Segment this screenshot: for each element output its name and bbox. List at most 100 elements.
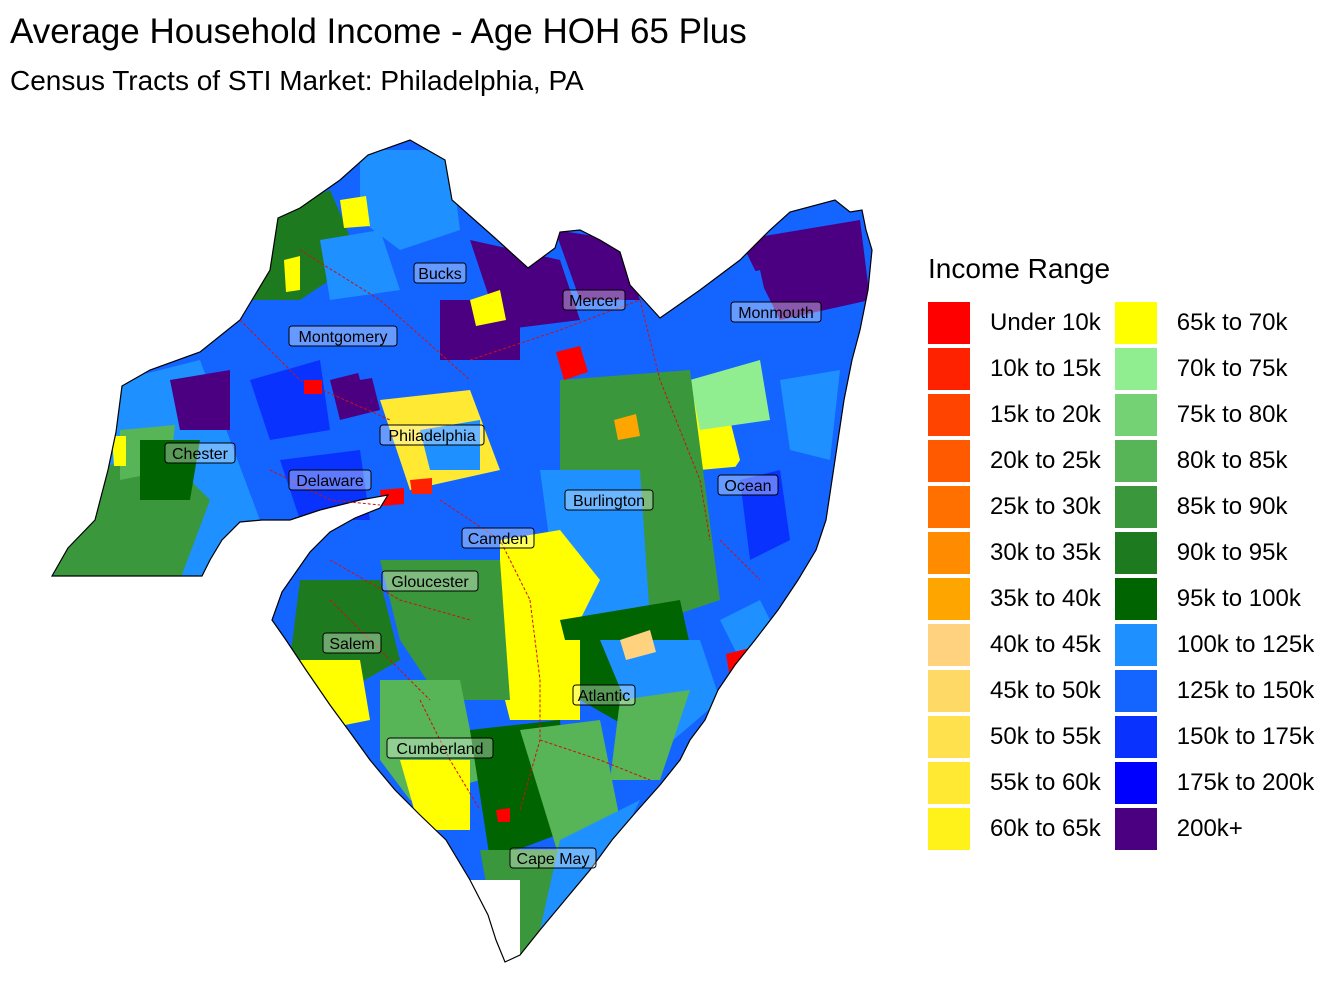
legend-swatch — [928, 532, 970, 574]
legend-item: Under 10k — [928, 300, 1101, 346]
legend-swatch — [1114, 486, 1157, 528]
svg-text:Cape May: Cape May — [517, 851, 590, 868]
legend-swatch — [1114, 670, 1157, 712]
svg-text:Mercer: Mercer — [569, 293, 619, 310]
legend-item: 40k to 45k — [928, 622, 1101, 668]
map-subtitle: Census Tracts of STI Market: Philadelphi… — [10, 65, 584, 96]
legend-item: 100k to 125k — [1114, 622, 1315, 668]
legend-swatch — [928, 716, 970, 758]
legend-label: 75k to 80k — [1176, 401, 1288, 428]
legend-swatch — [928, 808, 970, 850]
legend-item: 95k to 100k — [1114, 576, 1314, 622]
legend-label: 15k to 20k — [990, 401, 1101, 428]
svg-text:Philadelphia: Philadelphia — [388, 428, 475, 445]
legend-item: 175k to 200k — [1114, 760, 1314, 806]
legend-label: 85k to 90k — [1176, 493, 1288, 520]
legend-swatch — [1114, 762, 1157, 804]
legend-swatch — [1114, 302, 1157, 344]
legend-item: 65k to 70k — [1114, 300, 1314, 346]
legend-item: 15k to 20k — [928, 392, 1101, 438]
legend-swatch — [928, 394, 970, 436]
map-title: Average Household Income - Age HOH 65 Pl… — [10, 12, 747, 51]
svg-text:Salem: Salem — [329, 636, 374, 653]
county-label-mercer: Mercer — [562, 289, 626, 311]
legend-swatch — [928, 762, 970, 804]
county-label-bucks: Bucks — [413, 262, 467, 284]
county-label-salem: Salem — [322, 632, 382, 654]
region-outline — [50, 139, 873, 963]
legend-item: 200k+ — [1114, 806, 1314, 852]
legend-title: Income Range — [928, 253, 1111, 284]
legend-label: 200k+ — [1176, 815, 1243, 842]
svg-text:Delaware: Delaware — [296, 473, 364, 490]
county-label-cape-may: Cape May — [509, 847, 597, 869]
legend-item: 75k to 80k — [1114, 392, 1314, 438]
legend-label: 70k to 75k — [1176, 355, 1288, 382]
legend-label: 80k to 85k — [1176, 447, 1288, 474]
legend-swatch — [1114, 348, 1157, 390]
legend-label: 90k to 95k — [1176, 539, 1288, 566]
legend-swatch — [928, 348, 970, 390]
legend-swatch — [928, 624, 970, 666]
legend-swatch — [928, 578, 970, 620]
svg-text:Gloucester: Gloucester — [391, 574, 469, 591]
legend-label: 150k to 175k — [1176, 723, 1315, 750]
svg-text:Bucks: Bucks — [418, 266, 462, 283]
legend-swatch — [1114, 532, 1157, 574]
legend-label: Under 10k — [990, 309, 1101, 336]
legend-label: 10k to 15k — [990, 355, 1101, 382]
svg-text:Camden: Camden — [468, 531, 528, 548]
svg-text:Ocean: Ocean — [724, 478, 771, 495]
county-label-gloucester: Gloucester — [381, 570, 479, 592]
legend-label: 40k to 45k — [990, 631, 1101, 658]
legend-label: 65k to 70k — [1176, 309, 1288, 336]
legend-item: 35k to 40k — [928, 576, 1101, 622]
legend-swatch — [928, 440, 970, 482]
legend-item: 10k to 15k — [928, 346, 1101, 392]
legend-swatch — [928, 486, 970, 528]
legend-columns: Under 10k 10k to 15k 15k to 20k 20k to 25k 2… — [928, 300, 1314, 852]
legend-item: 20k to 25k — [928, 438, 1101, 484]
legend-item: 85k to 90k — [1114, 484, 1314, 530]
legend-swatch — [1114, 440, 1157, 482]
county-label-chester: Chester — [164, 442, 236, 464]
legend-swatch — [1114, 716, 1157, 758]
legend-item: 50k to 55k — [928, 714, 1101, 760]
legend-item: 90k to 95k — [1114, 530, 1314, 576]
legend-item: 30k to 35k — [928, 530, 1101, 576]
svg-text:Monmouth: Monmouth — [738, 305, 814, 322]
county-label-philadelphia: Philadelphia — [379, 424, 485, 446]
legend-swatch — [1114, 394, 1157, 436]
county-label-ocean: Ocean — [717, 474, 779, 496]
legend-label: 20k to 25k — [990, 447, 1101, 474]
legend-column-2: 65k to 70k 70k to 75k 75k to 80k 80k to 85k… — [1114, 300, 1315, 852]
svg-text:Montgomery: Montgomery — [299, 329, 388, 346]
legend-label: 55k to 60k — [990, 769, 1101, 796]
legend-label: 35k to 40k — [990, 585, 1101, 612]
legend-item: 45k to 50k — [928, 668, 1101, 714]
county-label-camden: Camden — [461, 527, 535, 549]
legend-swatch — [928, 302, 970, 344]
county-label-montgomery: Montgomery — [288, 325, 398, 347]
svg-text:Burlington: Burlington — [573, 493, 645, 510]
legend-label: 45k to 50k — [990, 677, 1101, 704]
svg-text:Cumberland: Cumberland — [396, 741, 483, 758]
legend-swatch — [928, 670, 970, 712]
legend-label: 60k to 65k — [990, 815, 1101, 842]
legend-column-1: Under 10k 10k to 15k 15k to 20k 20k to 25k 2… — [928, 300, 1101, 852]
svg-text:Chester: Chester — [172, 446, 229, 463]
legend-label: 100k to 125k — [1176, 631, 1315, 658]
legend-item: 125k to 150k — [1114, 668, 1314, 714]
legend-item: 70k to 75k — [1114, 346, 1314, 392]
svg-text:Atlantic: Atlantic — [578, 688, 630, 705]
census-tract-map: Bucks Mercer Monmouth Montgomery Philade… — [50, 139, 873, 963]
legend-swatch — [1114, 808, 1157, 850]
legend: Income Range Under 10k 10k to 15k 15k to 2… — [928, 252, 1314, 852]
legend-item: 25k to 30k — [928, 484, 1101, 530]
legend-item: 55k to 60k — [928, 760, 1101, 806]
legend-label: 95k to 100k — [1176, 585, 1301, 612]
legend-item: 150k to 175k — [1114, 714, 1315, 760]
legend-label: 50k to 55k — [990, 723, 1101, 750]
legend-item: 80k to 85k — [1114, 438, 1314, 484]
county-label-burlington: Burlington — [564, 489, 654, 511]
